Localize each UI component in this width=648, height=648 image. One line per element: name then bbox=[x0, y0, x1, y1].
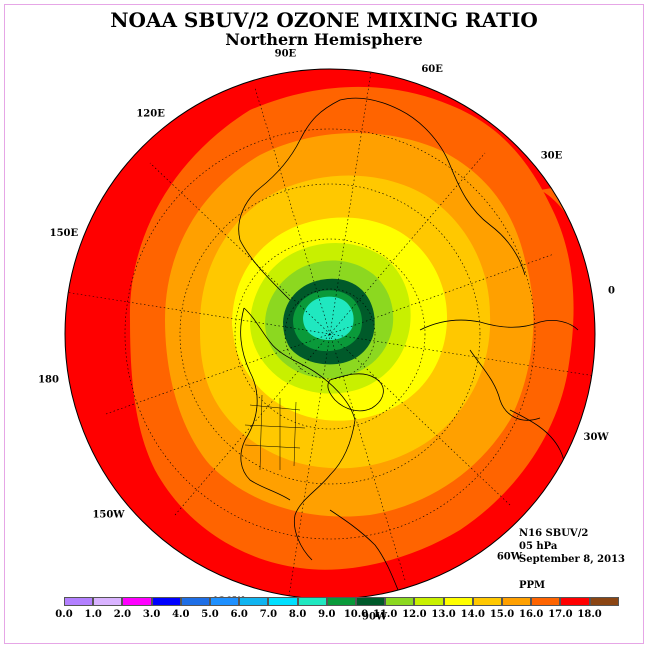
longitude-label-3: 0 bbox=[608, 285, 615, 296]
colorbar-tick-18: 18.0 bbox=[577, 609, 602, 620]
page-frame bbox=[4, 4, 644, 644]
colorbar-swatch-1 bbox=[93, 597, 123, 606]
colorbar-tick-2: 2.0 bbox=[113, 609, 132, 620]
longitude-label-2: 30E bbox=[541, 151, 563, 162]
longitude-label-1: 60E bbox=[421, 64, 443, 75]
latitude-circle-20 bbox=[124, 128, 536, 540]
colorbar-tick-15: 15.0 bbox=[489, 609, 515, 620]
latitude-circle-80 bbox=[284, 288, 376, 380]
meridian-30e-150w bbox=[105, 253, 555, 415]
latitude-circle-40 bbox=[179, 183, 481, 485]
colorbar-swatch-4 bbox=[180, 597, 210, 606]
latitude-circle-60 bbox=[234, 238, 426, 430]
coast-greenland bbox=[327, 373, 384, 412]
us-state-lines bbox=[244, 394, 306, 471]
colorbar-swatch-14 bbox=[472, 597, 502, 606]
colorbar-tick-0: 0.0 bbox=[55, 609, 73, 620]
longitude-label-0: 90E bbox=[275, 49, 297, 60]
lat-lon-grid bbox=[65, 71, 595, 597]
coast-europe bbox=[419, 319, 579, 421]
colorbar-tick-3: 3.0 bbox=[142, 609, 161, 620]
colorbar-swatch-5 bbox=[210, 597, 240, 606]
colorbar-swatch-13 bbox=[443, 597, 473, 606]
colorbar-swatch-11 bbox=[385, 597, 415, 606]
colorbar-tick-1: 1.0 bbox=[84, 609, 102, 620]
colorbar-swatch-9 bbox=[326, 597, 356, 606]
date-label: September 8, 2013 bbox=[519, 554, 625, 565]
colorbar-swatch-6 bbox=[239, 597, 269, 606]
colorbar-swatch-3 bbox=[151, 597, 181, 606]
map-metadata: N16 SBUV/2 05 hPa September 8, 2013 PPM bbox=[519, 527, 625, 592]
colorbar-tick-13: 13.0 bbox=[431, 609, 456, 620]
colorbar-tick-10: 10.0 bbox=[343, 609, 369, 620]
colorbar-tick-7: 7.0 bbox=[259, 609, 278, 620]
coast-north-america bbox=[240, 307, 356, 561]
longitude-label-10: 150E bbox=[50, 228, 79, 239]
pressure-level-label: 05 hPa bbox=[519, 541, 558, 552]
colorbar-swatch-7 bbox=[268, 597, 298, 606]
colorbar-swatch-2 bbox=[122, 597, 152, 606]
longitude-label-9: 180 bbox=[38, 375, 59, 386]
colorbar-tick-4: 4.0 bbox=[172, 609, 190, 620]
colorbar-tick-8: 8.0 bbox=[288, 609, 307, 620]
coast-asia bbox=[238, 97, 526, 301]
colorbar-swatch-12 bbox=[414, 597, 444, 606]
coast-south-america bbox=[329, 509, 399, 591]
colorbar-tick-6: 6.0 bbox=[230, 609, 248, 620]
units-label: PPM bbox=[519, 580, 546, 591]
map-title: NOAA SBUV/2 OZONE MIXING RATIO bbox=[110, 8, 538, 32]
colorbar-swatch-15 bbox=[502, 597, 532, 606]
meridian-60e-120w bbox=[174, 152, 486, 516]
map-subtitle: Northern Hemisphere bbox=[225, 30, 423, 49]
longitude-label-5: 60W bbox=[497, 552, 523, 563]
colorbar-tick-5: 5.0 bbox=[201, 609, 219, 620]
colorbar-swatch-18 bbox=[589, 597, 619, 606]
colorbar-swatch-8 bbox=[297, 597, 327, 606]
coastlines bbox=[238, 97, 579, 591]
band-8-9 bbox=[303, 296, 354, 340]
colorbar-swatch-16 bbox=[531, 597, 561, 606]
colorbar-tick-16: 16.0 bbox=[519, 609, 544, 620]
colorbar-swatch-0 bbox=[64, 597, 94, 606]
colorbar-swatch-17 bbox=[560, 597, 590, 606]
longitude-label-8: 150W bbox=[92, 509, 125, 520]
longitude-label-6: 90W bbox=[362, 612, 388, 623]
colorbar-swatch-10 bbox=[356, 597, 386, 606]
longitude-label-4: 30W bbox=[584, 432, 610, 443]
longitude-label-11: 120E bbox=[136, 109, 165, 120]
colorbar-tick-17: 17.0 bbox=[548, 609, 573, 620]
satellite-label: N16 SBUV/2 bbox=[519, 528, 589, 539]
colorbar-tick-9: 9.0 bbox=[318, 609, 336, 620]
colorbar-tick-14: 14.0 bbox=[460, 609, 485, 620]
longitude-labels: 90E60E30E030W60W90W120W150W180150E120E bbox=[38, 49, 615, 623]
colorbar-tick-12: 12.0 bbox=[402, 609, 427, 620]
meridian-150e-30w bbox=[149, 162, 511, 506]
colorbar-tick-11: 11.0 bbox=[373, 609, 398, 620]
